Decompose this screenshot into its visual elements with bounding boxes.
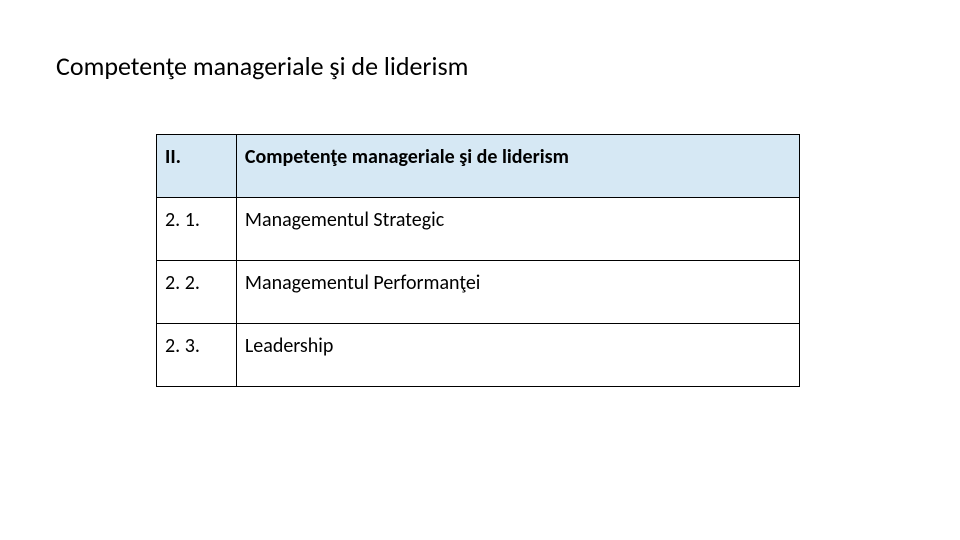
table-row: 2. 3. Leadership: [157, 324, 800, 387]
row-desc-cell: Managementul Performanţei: [236, 261, 799, 324]
header-num-cell: II.: [157, 135, 237, 198]
table-row: 2. 1. Managementul Strategic: [157, 198, 800, 261]
row-num-cell: 2. 1.: [157, 198, 237, 261]
header-desc-cell: Competenţe manageriale şi de liderism: [236, 135, 799, 198]
competencies-table: II. Competenţe manageriale şi de lideris…: [156, 134, 800, 387]
row-num-cell: 2. 2.: [157, 261, 237, 324]
row-desc-cell: Managementul Strategic: [236, 198, 799, 261]
table-header-row: II. Competenţe manageriale şi de lideris…: [157, 135, 800, 198]
table-container: II. Competenţe manageriale şi de lideris…: [156, 134, 960, 387]
table-row: 2. 2. Managementul Performanţei: [157, 261, 800, 324]
page-title: Competenţe manageriale şi de liderism: [56, 50, 960, 82]
row-num-cell: 2. 3.: [157, 324, 237, 387]
row-desc-cell: Leadership: [236, 324, 799, 387]
